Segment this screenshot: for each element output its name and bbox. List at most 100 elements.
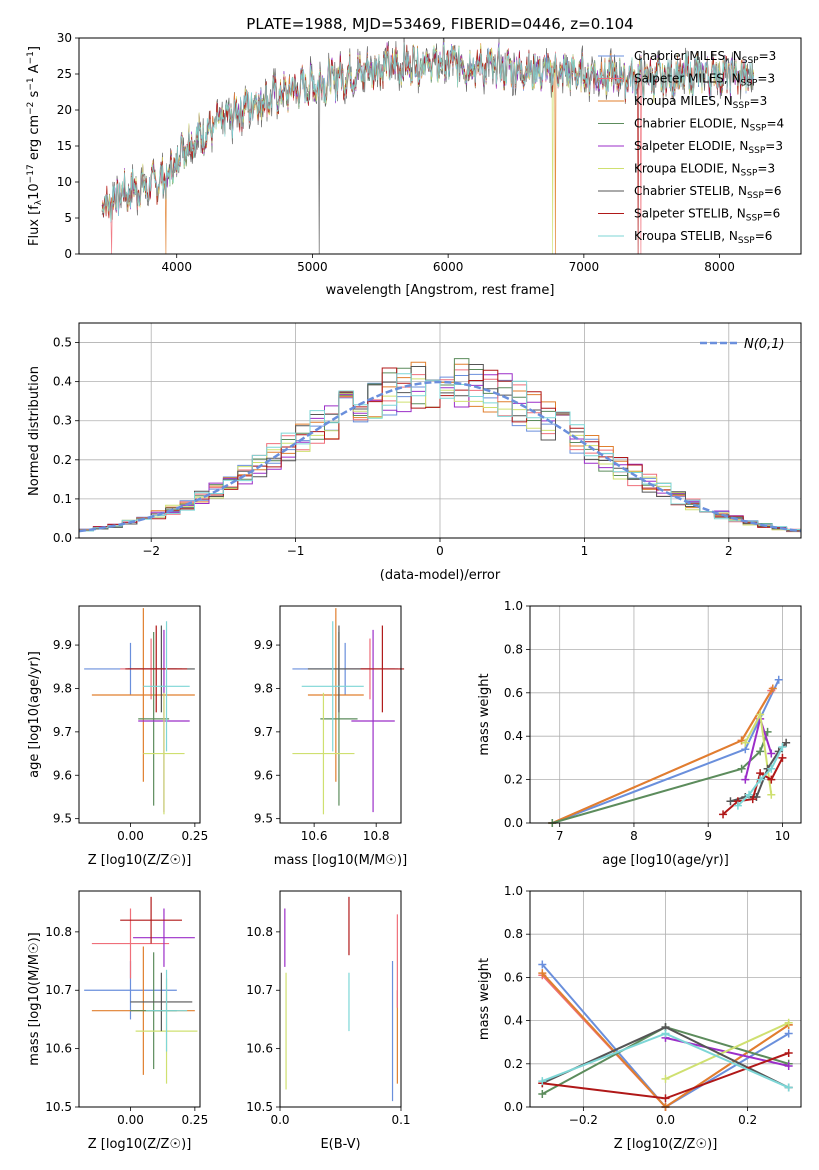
x-tick-label: 2 [725, 544, 733, 558]
legend-nssp-value: 6 [773, 207, 781, 221]
x-tick-label: 9 [704, 829, 712, 843]
legend-entry: Kroupa MILES, NSSP=3 [634, 94, 767, 111]
legend-subscript: SSP [733, 101, 750, 111]
plot-frame [529, 605, 802, 824]
y-tick-label: 9.7 [254, 725, 273, 739]
y-tick-label: 5 [64, 211, 72, 225]
weight-vs-metallicity-panel: −0.2 0.0 0.2 0.0 0.2 0.4 0.6 0.8 1.0 Z [log10(Z/Z… [477, 884, 802, 1152]
plot-frame [279, 890, 402, 1108]
x-axis-label: (data-model)/error [380, 568, 501, 583]
legend-subscript: SSP [747, 191, 764, 201]
y-tick-label: 0.5 [53, 336, 72, 350]
spectrum-plot-area [101, 38, 754, 254]
weight-point-marker [538, 1077, 547, 1086]
y-tick-label: 9.8 [254, 681, 273, 695]
weight-point-marker [538, 1090, 547, 1099]
x-tick-label: 8 [630, 829, 638, 843]
weight-point-marker [767, 775, 776, 784]
legend-equals: = [759, 49, 769, 63]
weight-point-marker [741, 775, 750, 784]
x-tick-label: −2 [142, 544, 160, 558]
legend-series-name: Kroupa MILES [634, 94, 716, 108]
y-tick-label: 10.5 [246, 1100, 273, 1114]
y-tick-label: 9.7 [53, 725, 72, 739]
x-tick-label: 0.2 [738, 1113, 757, 1127]
legend-series-name: Kroupa ELODIE [634, 162, 724, 176]
y-tick-label: 10.8 [246, 925, 273, 939]
legend-equals: = [757, 72, 767, 86]
weight-point-marker [756, 747, 765, 756]
legend-nssp-label: , N [724, 72, 741, 86]
y-tick-label: 0.0 [504, 816, 523, 830]
y-tick-label: 0.8 [504, 927, 523, 941]
weight-point-marker [737, 764, 746, 773]
legend-nssp-value: 3 [767, 72, 775, 86]
y-label-exp: −17 [26, 164, 36, 183]
weight-point-marker [784, 1049, 793, 1057]
normal-curve [79, 380, 801, 533]
x-tick-label: 0 [436, 544, 444, 558]
weight-point-marker [733, 801, 742, 810]
age-vs-mass-panel: 10.6 10.8 9.5 9.6 9.7 9.8 9.9 mass [log10(M/M☉)… [254, 605, 407, 868]
y-tick-label: 25 [57, 67, 72, 81]
plot-frame [279, 605, 402, 824]
legend-nssp-label: , N [733, 117, 750, 131]
weight-point-marker [756, 710, 765, 719]
y-label-close: ] [27, 46, 42, 51]
x-tick-label: 10 [775, 829, 790, 843]
legend-subscript: SSP [742, 56, 759, 66]
legend-series-name: Chabrier ELODIE [634, 117, 733, 131]
legend-nssp-label: , N [730, 184, 747, 198]
y-tick-label: 10.6 [45, 1042, 72, 1056]
x-tick-label: 8000 [704, 260, 735, 274]
x-tick-label: 0.0 [270, 1113, 289, 1127]
weight-point-marker [778, 743, 787, 752]
y-axis-label: age [log10(age/yr)] [27, 651, 42, 778]
y-tick-label: 15 [57, 139, 72, 153]
legend-nssp-value: 3 [775, 139, 783, 153]
age-vs-metallicity-panel: 0.00 0.25 9.5 9.6 9.7 9.8 9.9 Z [log10(Z/Z☉)] ag… [27, 605, 208, 868]
legend-subscript: SSP [748, 146, 765, 156]
y-tick-label: 0.4 [53, 375, 72, 389]
y-tick-label: 10.8 [45, 925, 72, 939]
x-axis-label: Z [log10(Z/Z☉)] [88, 1137, 192, 1152]
y-label-a: A [27, 64, 42, 77]
x-axis-label: wavelength [Angstrom, rest frame] [326, 283, 555, 298]
weight-point-marker [719, 810, 728, 819]
legend-entry: Salpeter ELODIE, NSSP=3 [634, 139, 783, 156]
legend-entry: Kroupa ELODIE, NSSP=3 [634, 162, 775, 179]
weight-point-marker [538, 969, 547, 978]
y-tick-label: 9.9 [254, 638, 273, 652]
plot-frame [529, 890, 802, 1108]
y-tick-label: 10.7 [246, 983, 273, 997]
legend-equals: = [757, 162, 767, 176]
y-label-exp-3: −1 [26, 77, 36, 90]
mass-vs-extinction-panel: 0.0 0.1 10.5 10.6 10.7 10.8 E(B-V) [246, 890, 411, 1152]
legend-equals: = [766, 117, 776, 131]
y-axis-label: mass weight [477, 673, 492, 755]
mass-vs-metallicity-panel: 0.00 0.25 10.5 10.6 10.7 10.8 Z [log10(Z/Z☉)] m… [27, 890, 208, 1152]
weight-point-marker [778, 753, 787, 762]
weight-point-marker [784, 1018, 793, 1027]
weight-point-marker [767, 749, 776, 758]
legend-nssp-label: , N [716, 94, 733, 108]
y-label-part: 10 [27, 183, 42, 200]
legend-nssp-value: 6 [765, 229, 773, 243]
y-label-s: s [27, 90, 42, 101]
x-axis-label: mass [log10(M/M☉)] [274, 853, 407, 868]
weight-point-marker [661, 1094, 670, 1103]
x-tick-label: 5000 [297, 260, 328, 274]
y-label-exp-4: −1 [26, 51, 36, 64]
legend-nssp-label: , N [721, 229, 738, 243]
weight-point-marker [756, 775, 765, 784]
legend-nssp-value: 3 [769, 49, 777, 63]
legend-entry: Salpeter MILES, NSSP=3 [634, 72, 775, 89]
weight-line-kroupa-elodie [665, 1021, 790, 1080]
y-tick-label: 0.2 [504, 773, 523, 787]
y-tick-label: 9.6 [254, 768, 273, 782]
legend-nssp-label: , N [729, 207, 746, 221]
legend-series-name: Kroupa STELIB [634, 229, 721, 243]
y-axis-label: mass weight [477, 958, 492, 1040]
weight-point-marker [767, 790, 776, 799]
weight-point-marker [748, 795, 757, 804]
